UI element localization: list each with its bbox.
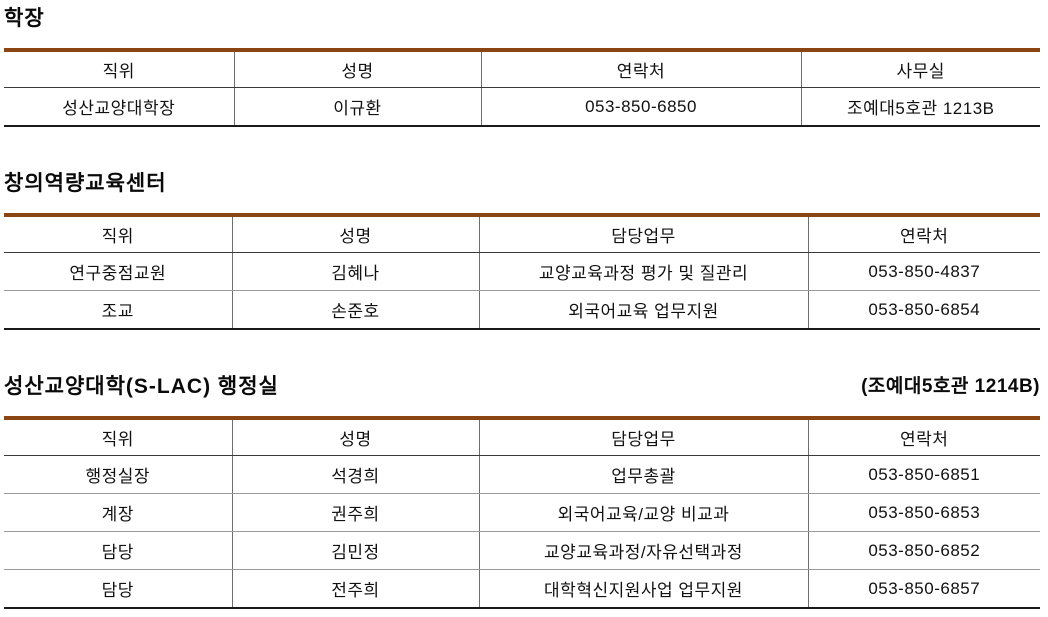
header-cell-contact: 연락처 xyxy=(807,215,1040,253)
section-title: 학장 xyxy=(4,7,45,30)
table-row: 담당 김민정 교양교육과정/자유선택과정 053-850-6852 xyxy=(4,531,1040,570)
cell-duties: 외국어교육 업무지원 xyxy=(478,290,808,329)
cell-phone: 053-850-6851 xyxy=(807,455,1040,494)
cell-phone: 053-850-6850 xyxy=(480,87,801,126)
dean-contact-table: 직위 성명 연락처 사무실 성산교양대학장 이규환 053-850-6850 조… xyxy=(4,48,1040,127)
cell-duties: 외국어교육/교양 비교과 xyxy=(478,493,808,532)
cell-position: 연구중점교원 xyxy=(4,252,232,291)
admin-office-contact-table: 직위 성명 담당업무 연락처 행정실장 석경희 업무총괄 053-850-685… xyxy=(4,416,1040,609)
cell-name: 김민정 xyxy=(231,531,479,570)
cell-name: 김혜나 xyxy=(231,252,479,291)
cell-position: 계장 xyxy=(4,493,232,532)
cell-phone: 053-850-6853 xyxy=(807,493,1040,532)
header-cell-name: 성명 xyxy=(231,215,479,253)
header-cell-position: 직위 xyxy=(4,50,234,88)
cell-name: 손준호 xyxy=(231,290,479,329)
cell-position: 담당 xyxy=(4,531,232,570)
cell-position: 담당 xyxy=(101,581,134,600)
header-cell-duties: 담당업무 xyxy=(478,215,808,253)
cell-phone: 053-850-6854 xyxy=(807,290,1040,329)
header-cell-name: 성명 xyxy=(231,418,479,456)
section-admin-office-title-row: 성산교양대학(S-LAC) 행정실 (조예대5호관 1214B) xyxy=(4,374,1040,400)
table-header-row: 직위 성명 연락처 사무실 xyxy=(4,50,1040,88)
header-cell-duties: 담당업무 xyxy=(478,418,808,456)
section-title: 성산교양대학(S-LAC) 행정실 xyxy=(4,375,279,398)
cell-phone: 053-850-4837 xyxy=(807,252,1040,291)
section-creative-center: 창의역량교육센터 직위 성명 담당업무 연락처 연구중점교원 김혜나 교양교육과… xyxy=(4,171,1040,330)
cell-position: 성산교양대학장 xyxy=(62,99,176,118)
header-cell-office: 사무실 xyxy=(800,50,1040,88)
header-cell-contact: 연락처 xyxy=(807,418,1040,456)
table-row: 계장 권주희 외국어교육/교양 비교과 053-850-6853 xyxy=(4,493,1040,532)
header-cell-position: 직위 xyxy=(4,418,232,456)
cell-name: 전주희 xyxy=(231,569,479,608)
cell-duties: 업무총괄 xyxy=(478,455,808,494)
cell-duties: 대학혁신지원사업 업무지원 xyxy=(478,569,808,608)
creative-center-contact-table: 직위 성명 담당업무 연락처 연구중점교원 김혜나 교양교육과정 평가 및 질관… xyxy=(4,213,1040,330)
cell-name: 권주희 xyxy=(231,493,479,532)
section-title: 창의역량교육센터 xyxy=(4,172,167,195)
cell-position: 조교 xyxy=(101,302,134,321)
table-header-row: 직위 성명 담당업무 연락처 xyxy=(4,215,1040,253)
table-row: 담당 전주희 대학혁신지원사업 업무지원 053-850-6857 xyxy=(4,569,1040,608)
table-row: 연구중점교원 김혜나 교양교육과정 평가 및 질관리 053-850-4837 xyxy=(4,252,1040,291)
header-cell-contact: 연락처 xyxy=(480,50,801,88)
table-header-row: 직위 성명 담당업무 연락처 xyxy=(4,418,1040,456)
cell-position: 행정실장 xyxy=(4,455,232,494)
cell-phone: 053-850-6852 xyxy=(807,531,1040,570)
section-creative-center-title-row: 창의역량교육센터 xyxy=(4,171,1040,197)
building-room-label: (조예대5호관 1214B) xyxy=(861,376,1040,397)
table-row: 성산교양대학장 이규환 053-850-6850 조예대5호관 1213B xyxy=(4,87,1040,126)
section-admin-office: 성산교양대학(S-LAC) 행정실 (조예대5호관 1214B) 직위 성명 담… xyxy=(4,374,1040,609)
table-row: 조교 손준호 외국어교육 업무지원 053-850-6854 xyxy=(4,290,1040,329)
header-cell-position: 직위 xyxy=(4,215,232,253)
cell-duties: 교양교육과정/자유선택과정 xyxy=(478,531,808,570)
section-dean: 학장 직위 성명 연락처 사무실 성산교양대학장 이규환 053-850-685… xyxy=(4,6,1040,127)
section-dean-title-row: 학장 xyxy=(4,6,1040,32)
cell-duties: 교양교육과정 평가 및 질관리 xyxy=(478,252,808,291)
header-cell-name: 성명 xyxy=(233,50,481,88)
table-row: 행정실장 석경희 업무총괄 053-850-6851 xyxy=(4,455,1040,494)
cell-office: 조예대5호관 1213B xyxy=(800,87,1040,126)
cell-phone: 053-850-6857 xyxy=(807,569,1040,608)
cell-name: 석경희 xyxy=(231,455,479,494)
cell-name: 이규환 xyxy=(233,87,481,126)
